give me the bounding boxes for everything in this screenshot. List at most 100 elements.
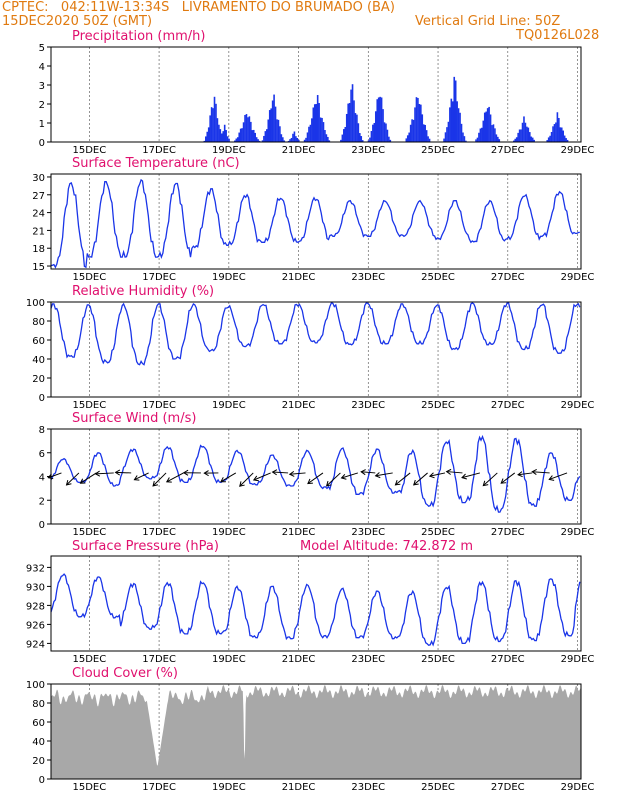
precip-bar — [549, 135, 551, 142]
precip-bar — [427, 136, 429, 142]
y-tick-label: 5 — [39, 43, 45, 54]
y-tick-label: 18 — [32, 244, 45, 255]
x-tick-label: 25DEC — [421, 145, 455, 156]
precip-bar — [497, 136, 499, 142]
precip-bar — [316, 95, 319, 142]
x-tick-label: 23DEC — [351, 527, 385, 538]
panel-3: 15DEC 17DEC 19DEC 21DEC 23DEC 25DEC 27DEC 29DEC… — [39, 425, 595, 538]
wind-arrow-head — [360, 469, 366, 476]
y-tick-label: 930 — [26, 582, 45, 593]
wind-arrow-head — [445, 468, 452, 475]
x-tick-label: 21DEC — [282, 145, 316, 156]
wind-arrow — [549, 472, 568, 480]
x-tick-label: 27DEC — [491, 527, 525, 538]
precip-bar — [485, 111, 488, 142]
wind-arrow-head — [288, 470, 295, 477]
precip-bar — [481, 127, 483, 142]
x-tick-label: 17DEC — [142, 782, 176, 793]
wind-arrow — [80, 472, 97, 484]
y-tick-label: 924 — [26, 639, 45, 650]
wind-arrow — [413, 472, 428, 486]
precip-bar — [311, 118, 313, 142]
wind-arrow-head — [65, 479, 72, 486]
wind-arrow — [272, 471, 289, 474]
precip-bar — [297, 139, 300, 142]
y-tick-label: 60 — [32, 336, 45, 347]
precip-bar — [271, 100, 274, 142]
wind-arrow — [326, 472, 341, 487]
wind-arrow-head — [165, 477, 172, 483]
precip-bar — [562, 130, 565, 142]
panel-frame — [50, 173, 582, 270]
precip-bar — [449, 107, 451, 142]
precip-bar — [219, 129, 222, 142]
x-tick-label: 21DEC — [282, 654, 316, 665]
y-tick-label: 928 — [26, 601, 45, 612]
precip-bar — [411, 119, 413, 142]
wind-arrow — [429, 472, 446, 477]
precip-bar — [238, 132, 241, 142]
wind-arrow-head — [94, 470, 101, 477]
wind-arrow-head — [482, 480, 489, 487]
precip-bar — [406, 135, 409, 142]
wind-arrow — [446, 471, 463, 474]
wind-arrow — [220, 472, 237, 483]
precip-bar — [428, 138, 431, 142]
precip-bar — [289, 139, 291, 142]
precip-bar — [210, 107, 213, 142]
wind-arrow-head — [374, 472, 381, 479]
panel-4: 15DEC 17DEC 19DEC 21DEC 23DEC 25DEC 27DEC 29DEC… — [26, 555, 594, 665]
wind-arrow — [253, 472, 271, 481]
wind-arrow-head — [325, 480, 332, 487]
precip-bar — [241, 128, 243, 142]
y-tick-label: 80 — [32, 699, 45, 710]
precip-bar — [558, 117, 560, 142]
precip-bar — [386, 129, 389, 142]
precip-bar — [492, 124, 495, 142]
y-tick-label: 1 — [39, 119, 45, 130]
y-tick-label: 100 — [26, 298, 45, 309]
precip-bar — [460, 123, 463, 142]
precip-bar — [348, 102, 351, 142]
precip-bar — [443, 138, 445, 142]
wind-arrow-head — [548, 475, 555, 481]
precip-bar — [563, 135, 566, 142]
wind-arrow-head — [340, 473, 347, 480]
y-tick-label: 24 — [32, 209, 45, 220]
precip-bar — [282, 137, 284, 142]
precip-bar — [318, 103, 320, 142]
y-tick-label: 2 — [39, 496, 45, 507]
precip-bar — [235, 138, 238, 142]
y-tick-label: 4 — [39, 473, 45, 484]
precip-bar — [322, 122, 325, 142]
panel-title-precipitation: Precipitation (mm/h) — [72, 29, 206, 44]
precip-bar — [379, 96, 381, 142]
precip-bar — [367, 140, 370, 142]
precip-bar — [385, 123, 387, 142]
precip-bar — [415, 97, 418, 142]
precip-bar — [244, 115, 246, 142]
wind-arrow — [134, 472, 149, 481]
wind-arrow — [361, 471, 376, 474]
precip-bar — [553, 124, 556, 142]
wind-arrow-head — [239, 481, 245, 487]
header-grid-note: Vertical Grid Line: 50Z — [415, 14, 561, 29]
precip-bar — [495, 134, 498, 142]
precip-bar — [389, 139, 392, 142]
wind-arrow-head — [252, 475, 259, 482]
wind-arrow — [375, 472, 393, 477]
precip-bar — [476, 137, 479, 142]
precip-bar — [514, 138, 517, 142]
wind-arrow — [532, 471, 550, 474]
x-tick-label: 29DEC — [561, 145, 595, 156]
x-tick-label: 15DEC — [72, 400, 106, 411]
x-tick-label: 19DEC — [212, 654, 246, 665]
precip-bar — [547, 137, 550, 142]
precip-bar — [251, 130, 254, 142]
precip-bar — [498, 139, 501, 142]
precip-bar — [530, 136, 533, 142]
precip-bar — [380, 97, 383, 142]
precip-bar — [372, 124, 374, 142]
wind-arrow-head — [531, 468, 537, 475]
x-tick-label: 27DEC — [491, 272, 525, 283]
